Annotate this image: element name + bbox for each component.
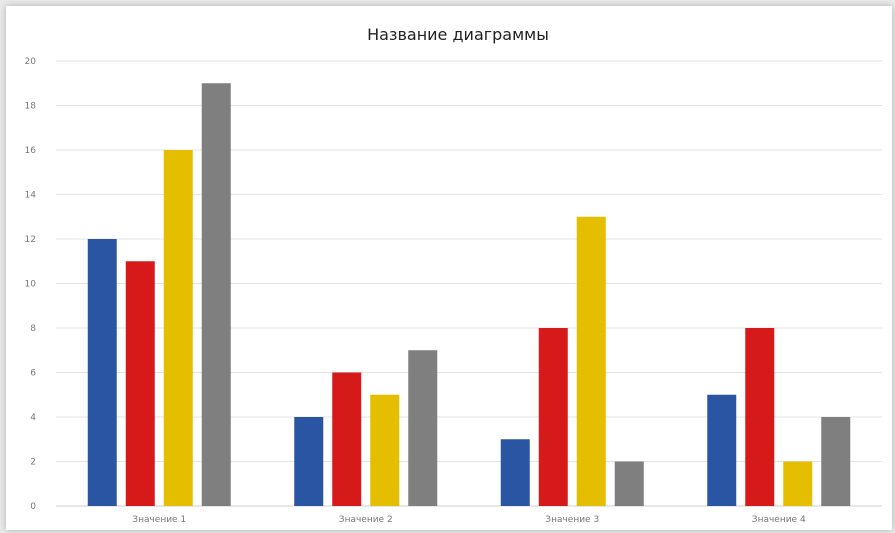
bar xyxy=(125,261,155,506)
gridlines xyxy=(56,60,882,507)
chart-area: Название диаграммы 0 2 4 6 8 10 12 14 16 18 20 Зна… xyxy=(6,6,892,530)
chart-title: Название диаграммы xyxy=(367,25,549,44)
bar xyxy=(500,439,530,506)
bar xyxy=(201,83,231,506)
y-tick-label: 18 xyxy=(25,102,37,112)
y-tick-label: 2 xyxy=(30,458,36,468)
y-tick-label: 10 xyxy=(25,280,37,290)
y-tick-label: 4 xyxy=(30,413,36,423)
y-tick-label: 12 xyxy=(25,235,36,245)
y-tick-label: 8 xyxy=(30,324,36,334)
bar xyxy=(370,394,400,506)
y-tick-label: 6 xyxy=(30,369,36,379)
bar xyxy=(783,461,813,506)
bar xyxy=(707,394,737,506)
y-tick-label: 20 xyxy=(25,57,37,67)
y-tick-label: 16 xyxy=(25,146,37,156)
bars xyxy=(87,83,851,506)
bar xyxy=(163,150,193,506)
bar xyxy=(576,216,606,506)
x-category-label: Значение 1 xyxy=(132,515,186,525)
y-tick-label: 0 xyxy=(30,502,36,512)
y-tick-label: 14 xyxy=(25,191,37,201)
x-category-label: Значение 4 xyxy=(752,515,806,525)
x-category-label: Значение 3 xyxy=(545,515,599,525)
bar xyxy=(294,417,324,506)
bar xyxy=(408,350,438,506)
bar xyxy=(538,328,568,506)
bar xyxy=(332,372,362,506)
x-axis-labels: Значение 1 Значение 2 Значение 3 Значение 4 xyxy=(132,515,806,525)
y-axis-ticks: 0 2 4 6 8 10 12 14 16 18 20 xyxy=(25,57,37,512)
bar xyxy=(821,417,851,506)
bar xyxy=(745,328,775,506)
x-category-label: Значение 2 xyxy=(339,515,393,525)
bar xyxy=(87,239,117,506)
bar-chart: Название диаграммы 0 2 4 6 8 10 12 14 16 18 20 Зна… xyxy=(25,25,882,525)
bar xyxy=(614,461,644,506)
